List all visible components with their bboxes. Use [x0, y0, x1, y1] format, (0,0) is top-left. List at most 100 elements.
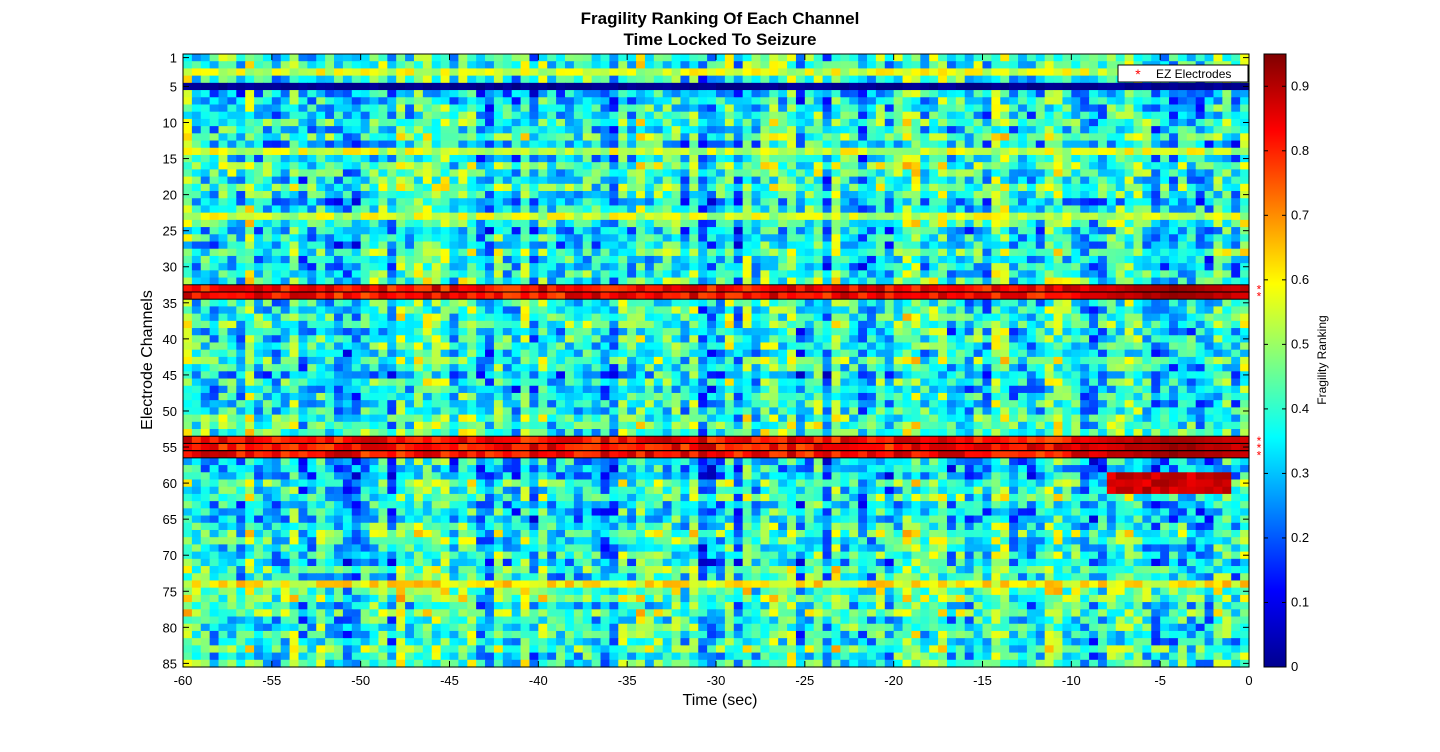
heatmap-cell — [1169, 133, 1179, 142]
heatmap-cell — [413, 241, 424, 250]
heatmap-cell — [227, 68, 237, 77]
heatmap-cell — [502, 320, 513, 329]
heatmap-cell — [1231, 212, 1241, 221]
heatmap-cell — [218, 219, 229, 228]
heatmap-cell — [760, 212, 770, 221]
heatmap-cell — [582, 90, 593, 98]
heatmap-cell — [280, 306, 291, 315]
heatmap-cell — [1133, 270, 1143, 279]
heatmap-cell — [591, 140, 602, 149]
heatmap-cell — [760, 234, 770, 243]
heatmap-cell — [1213, 219, 1223, 228]
heatmap-cell — [875, 320, 886, 329]
heatmap-cell — [751, 342, 762, 351]
heatmap-cell — [538, 111, 548, 120]
heatmap-cell — [1053, 176, 1064, 185]
heatmap-cell — [813, 154, 824, 163]
heatmap-cell — [600, 270, 610, 279]
heatmap-cell — [707, 82, 717, 91]
heatmap-cell — [262, 61, 273, 70]
heatmap-cell — [280, 75, 291, 84]
heatmap-cell — [920, 219, 930, 228]
heatmap-cell — [271, 61, 282, 70]
heatmap-cell — [875, 191, 886, 199]
heatmap-cell — [822, 126, 833, 134]
heatmap-cell — [1053, 61, 1064, 70]
heatmap-cell — [609, 248, 619, 257]
heatmap-cell — [431, 291, 442, 300]
heatmap-cell — [1169, 241, 1179, 250]
heatmap-cell — [1009, 335, 1019, 344]
heatmap-cell — [1186, 147, 1197, 156]
heatmap-cell — [644, 349, 655, 358]
heatmap-cell — [609, 306, 619, 315]
heatmap-cell — [1213, 169, 1223, 178]
heatmap-cell — [511, 212, 522, 221]
heatmap-cell — [271, 284, 282, 293]
heatmap-cell — [245, 328, 255, 336]
heatmap-cell — [476, 291, 486, 300]
heatmap-cell — [795, 313, 806, 322]
heatmap-cell — [1080, 118, 1090, 127]
heatmap-cell — [378, 82, 388, 91]
heatmap-cell — [502, 82, 513, 91]
heatmap-cell — [369, 169, 380, 178]
heatmap-cell — [1213, 241, 1223, 250]
heatmap-cell — [653, 75, 664, 84]
heatmap-cell — [813, 342, 824, 351]
heatmap-cell — [342, 277, 353, 286]
heatmap-cell — [422, 176, 433, 185]
heatmap-cell — [1160, 133, 1170, 142]
heatmap-cell — [262, 126, 273, 134]
heatmap-cell — [760, 147, 770, 156]
heatmap-cell — [1240, 104, 1250, 113]
heatmap-cell — [822, 133, 833, 142]
heatmap-cell — [493, 133, 504, 142]
heatmap-cell — [325, 104, 335, 113]
heatmap-cell — [662, 248, 673, 257]
heatmap-cell — [902, 263, 913, 271]
heatmap-cell — [1035, 263, 1046, 271]
heatmap-cell — [875, 90, 886, 98]
heatmap-cell — [289, 241, 300, 250]
heatmap-cell — [893, 104, 904, 113]
heatmap-cell — [449, 255, 459, 264]
heatmap-cell — [938, 75, 948, 84]
heatmap-cell — [422, 320, 433, 329]
heatmap-cell — [627, 140, 637, 149]
heatmap-cell — [1071, 198, 1081, 207]
heatmap-cell — [396, 313, 406, 322]
heatmap-cell — [582, 183, 593, 192]
heatmap-cell — [938, 241, 948, 250]
heatmap-cell — [476, 349, 486, 358]
heatmap-cell — [769, 154, 779, 163]
heatmap-cell — [200, 82, 211, 91]
heatmap-cell — [476, 255, 486, 264]
heatmap-cell — [955, 90, 966, 98]
heatmap-cell — [742, 147, 753, 156]
heatmap-cell — [1169, 306, 1179, 315]
heatmap-cell — [573, 205, 584, 214]
heatmap-cell — [600, 154, 610, 163]
heatmap-cell — [831, 277, 841, 286]
heatmap-cell — [209, 342, 220, 351]
heatmap-cell — [200, 183, 211, 192]
heatmap-cell — [1018, 97, 1028, 106]
heatmap-cell — [254, 126, 264, 134]
heatmap-cell — [671, 162, 682, 170]
heatmap-cell — [573, 313, 584, 322]
heatmap-cell — [1231, 234, 1241, 243]
heatmap-cell — [1195, 176, 1206, 185]
heatmap-cell — [769, 328, 779, 336]
heatmap-cell — [804, 306, 815, 315]
heatmap-cell — [920, 54, 930, 62]
heatmap-cell — [422, 234, 433, 243]
heatmap-cell — [920, 212, 930, 221]
heatmap-cell — [840, 227, 850, 235]
heatmap-cell — [858, 54, 868, 62]
heatmap-cell — [884, 133, 895, 142]
heatmap-cell — [627, 162, 637, 170]
heatmap-cell — [1053, 162, 1064, 170]
heatmap-cell — [1053, 75, 1064, 84]
heatmap-cell — [325, 335, 335, 344]
